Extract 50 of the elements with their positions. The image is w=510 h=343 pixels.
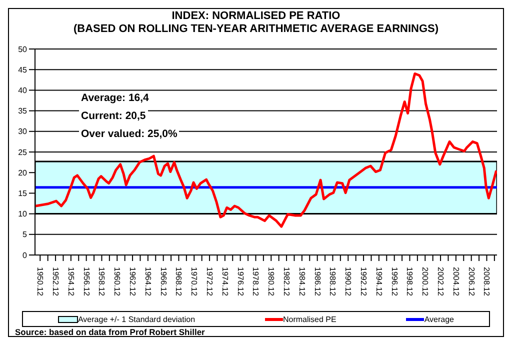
y-tick-label: 5 — [22, 230, 28, 240]
chart-subtitle: (BASED ON ROLLING TEN-YEAR ARITHMETIC AVERAGE EARNINGS) — [72, 23, 440, 35]
annotation: Average: 16,4 — [79, 92, 151, 104]
legend-label: Average +/- 1 Standard deviation — [78, 314, 196, 324]
legend-label: Normalised PE — [283, 314, 336, 324]
y-tick-label: 35 — [18, 106, 28, 116]
x-tick-label: 1984.12 — [297, 267, 306, 296]
x-tick-label: 2002.12 — [436, 267, 446, 296]
x-tick-label: 1998.12 — [405, 267, 414, 296]
x-tick-label: 1994.12 — [374, 267, 384, 296]
x-tick-label: 1964.12 — [143, 267, 152, 296]
x-tick-label: 1956.12 — [82, 267, 91, 296]
x-tick-label: 1968.12 — [174, 267, 184, 296]
x-tick-label: 1960.12 — [112, 267, 122, 296]
chart-title: INDEX: NORMALISED PE RATIO — [170, 10, 342, 22]
annotation: Over valued: 25,0% — [79, 128, 180, 140]
y-tick-label: 20 — [18, 168, 28, 178]
x-tick-label: 1986.12 — [312, 267, 322, 296]
x-tick-label: 2006.12 — [466, 267, 476, 296]
x-tick-label: 2000.12 — [420, 267, 430, 296]
legend-label: Average — [424, 314, 454, 324]
x-tick-label: 1990.12 — [344, 267, 353, 296]
x-tick-label: 1972.12 — [205, 267, 214, 296]
x-tick-label: 1966.12 — [158, 267, 168, 296]
x-tick-label: 1982.12 — [282, 267, 292, 296]
x-tick-label: 1970.12 — [190, 267, 199, 296]
x-tick-label: 1996.12 — [390, 267, 399, 296]
x-tick-label: 1950.12 — [36, 267, 45, 296]
x-tick-label: 1988.12 — [328, 267, 338, 296]
y-tick-label: 0 — [22, 250, 28, 260]
x-tick-label: 1976.12 — [236, 267, 245, 296]
y-tick-label: 25 — [18, 148, 28, 157]
y-tick-label: 40 — [18, 86, 28, 96]
x-tick-label: 1958.12 — [97, 267, 106, 296]
x-tick-label: 2004.12 — [451, 267, 460, 296]
x-tick-label: 2008.12 — [482, 267, 492, 296]
x-tick-label: 1974.12 — [220, 267, 230, 296]
x-tick-label: 1992.12 — [359, 267, 368, 296]
source-note: Source: based on data from Prof Robert Shiller — [15, 327, 205, 337]
x-tick-label: 1962.12 — [128, 267, 138, 296]
x-tick-label: 1954.12 — [66, 267, 76, 296]
x-tick-label: 1952.12 — [51, 267, 60, 296]
y-tick-label: 30 — [18, 127, 28, 136]
y-tick-label: 15 — [18, 189, 28, 198]
y-tick-label: 10 — [18, 210, 28, 219]
y-tick-label: 50 — [18, 44, 28, 54]
x-tick-label: 1980.12 — [266, 267, 276, 296]
x-tick-label: 1978.12 — [251, 267, 260, 296]
y-tick-label: 45 — [18, 65, 28, 74]
annotation: Current: 20,5 — [79, 110, 148, 122]
